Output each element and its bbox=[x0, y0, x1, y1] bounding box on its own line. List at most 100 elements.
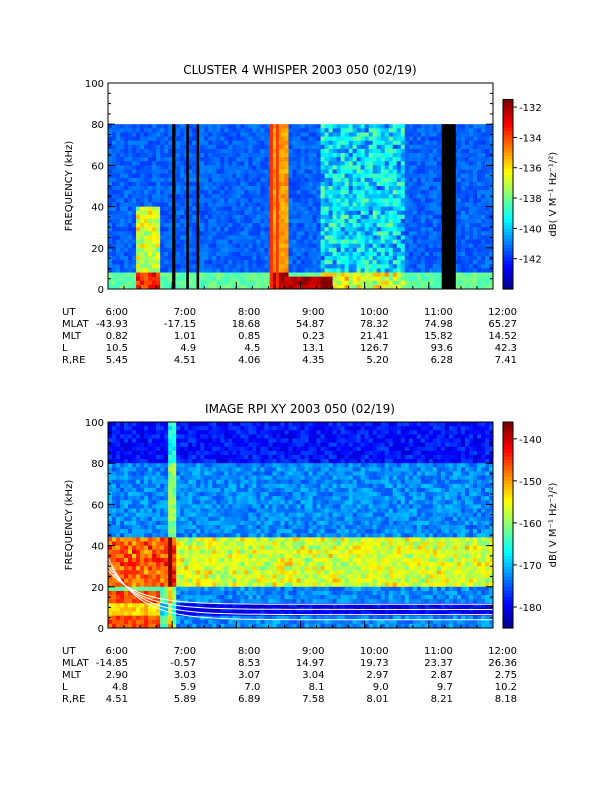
spectrogram-cell bbox=[360, 169, 366, 175]
spectrogram-cell bbox=[308, 223, 314, 228]
spectrogram-cell bbox=[476, 256, 482, 261]
spectrogram-cell bbox=[432, 243, 438, 249]
spectrogram-cell bbox=[396, 235, 402, 241]
spectrogram-cell bbox=[340, 173, 346, 179]
spectrogram-cell bbox=[272, 177, 277, 183]
spectrogram-cell bbox=[356, 231, 362, 236]
spectrogram-cell bbox=[312, 169, 318, 175]
spectrogram-cell bbox=[216, 124, 221, 129]
spectrogram-cell bbox=[436, 144, 442, 150]
spectrogram-cell bbox=[360, 243, 366, 249]
spectrogram-cell bbox=[372, 218, 378, 224]
spectrogram-cell bbox=[364, 243, 370, 249]
spectrogram-cell bbox=[476, 190, 482, 195]
spectrogram-cell bbox=[112, 128, 117, 133]
spectrogram-cell bbox=[168, 557, 173, 563]
spectrogram-cell bbox=[312, 128, 318, 133]
spectrogram-cell bbox=[112, 454, 117, 460]
spectrogram-cell bbox=[304, 136, 310, 142]
spectrogram-cell bbox=[480, 268, 486, 274]
spectrogram-cell bbox=[148, 463, 153, 468]
spectrogram-cell bbox=[112, 247, 117, 253]
spectrogram-cell bbox=[460, 194, 466, 199]
spectrogram-cell bbox=[152, 210, 157, 216]
spectrogram-cell bbox=[244, 177, 249, 183]
spectrogram-cell bbox=[456, 165, 462, 171]
spectrogram-cell bbox=[288, 260, 293, 265]
spectrogram-cell bbox=[144, 492, 149, 497]
spectrogram-cell bbox=[424, 132, 430, 138]
spectrogram-cell bbox=[244, 227, 249, 232]
spectrogram-cell bbox=[380, 190, 386, 195]
spectrogram-cell bbox=[144, 206, 149, 212]
spectrogram-cell bbox=[416, 148, 422, 154]
spectrogram-cell bbox=[124, 487, 129, 493]
spectrogram-cell bbox=[228, 284, 233, 290]
spectrogram-cell bbox=[112, 566, 117, 571]
spectrogram-cell bbox=[256, 202, 261, 208]
spectrogram-cell bbox=[132, 508, 137, 514]
spectrogram-cell bbox=[120, 475, 125, 481]
spectrogram-cell bbox=[388, 136, 394, 142]
spectrogram-cell bbox=[372, 194, 378, 199]
ephemeris-value: 6:00 bbox=[105, 307, 128, 318]
spectrogram-cell bbox=[176, 430, 181, 435]
spectrogram-cell bbox=[132, 471, 137, 477]
spectrogram-cell bbox=[176, 463, 181, 468]
spectrogram-cell bbox=[380, 136, 386, 142]
spectrogram-cell bbox=[128, 243, 133, 249]
spectrogram-cell bbox=[396, 260, 402, 265]
spectrogram-cell bbox=[484, 264, 490, 269]
spectrogram-cell bbox=[156, 504, 161, 510]
spectrogram-cell bbox=[116, 459, 121, 464]
spectrogram-cell bbox=[272, 136, 277, 142]
spectrogram-cell bbox=[280, 161, 285, 166]
spectrogram-cell bbox=[176, 251, 181, 257]
spectrogram-cell bbox=[144, 284, 149, 290]
spectrogram-cell bbox=[124, 570, 129, 575]
spectrogram-cell bbox=[368, 194, 374, 199]
spectrogram-cell bbox=[392, 186, 398, 191]
spectrogram-cell bbox=[168, 525, 173, 530]
spectrogram-cell bbox=[296, 128, 301, 133]
spectrogram-cell bbox=[112, 483, 117, 489]
spectrogram-cell bbox=[176, 557, 181, 563]
spectrogram-cell bbox=[136, 272, 141, 278]
spectrogram-cell bbox=[224, 173, 229, 179]
spectrogram-cell bbox=[152, 239, 157, 245]
spectrogram-cell bbox=[108, 537, 113, 542]
spectrogram-cell bbox=[160, 194, 165, 199]
spectrogram-cell bbox=[456, 173, 462, 179]
spectrogram-cell bbox=[128, 599, 133, 604]
spectrogram-cell bbox=[180, 426, 185, 431]
spectrogram-cell bbox=[384, 276, 390, 282]
spectrogram-cell bbox=[360, 256, 366, 261]
spectrogram-cell bbox=[392, 169, 398, 175]
spectrogram-cell bbox=[176, 272, 181, 278]
spectrogram-cell bbox=[124, 450, 129, 456]
spectrogram-cell bbox=[352, 251, 358, 257]
spectrogram-cell bbox=[164, 599, 169, 604]
spectrogram-cell bbox=[380, 231, 386, 236]
spectrogram-cell bbox=[260, 161, 265, 166]
spectrogram-cell bbox=[124, 227, 129, 232]
spectrogram-cell bbox=[288, 239, 293, 245]
spectrogram-cell bbox=[192, 239, 197, 245]
spectrogram-cell bbox=[200, 190, 205, 195]
spectrogram-cell bbox=[420, 235, 426, 241]
spectrogram-cell bbox=[164, 483, 169, 489]
spectrogram-cell bbox=[388, 198, 394, 203]
spectrogram-cell bbox=[172, 562, 177, 567]
spectrogram-cell bbox=[132, 582, 137, 588]
spectrogram-cell bbox=[140, 619, 145, 625]
ephemeris-label: MLAT bbox=[62, 319, 89, 330]
spectrogram-cell bbox=[148, 165, 153, 171]
spectrogram-cell bbox=[152, 615, 157, 621]
spectrogram-cell bbox=[120, 247, 125, 253]
spectrogram-cell bbox=[172, 615, 177, 621]
spectrogram-cell bbox=[488, 206, 494, 212]
spectrogram-cell bbox=[456, 231, 462, 236]
spectrogram-cell bbox=[352, 144, 358, 150]
spectrogram-cell bbox=[152, 223, 157, 228]
spectrogram-cell bbox=[152, 430, 157, 435]
